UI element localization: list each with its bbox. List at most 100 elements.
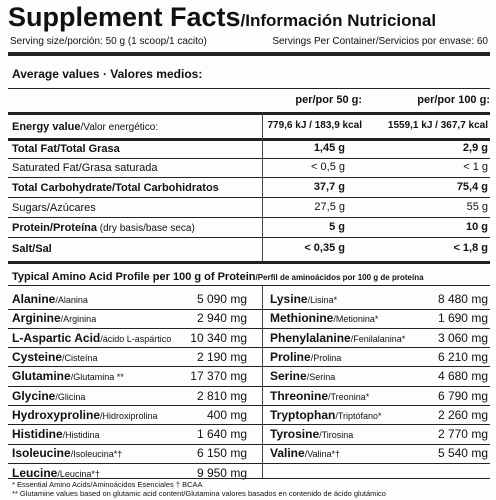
- amino-value: 2 190 mg: [196, 349, 247, 364]
- amino-name: Phenylalanine: [270, 330, 351, 345]
- rule: [8, 52, 490, 56]
- amino-name: Tyrosine: [270, 427, 320, 442]
- rule: [8, 405, 490, 406]
- amino-label: Threonine/Treonina*: [270, 388, 369, 404]
- nutrient-label: Total Carbohydrate/Total Carbohidratos: [12, 179, 219, 195]
- value-per-100g: 10 g: [465, 221, 488, 233]
- amino-local: /Valina*†: [304, 449, 341, 460]
- amino-name: Methionine: [270, 311, 334, 326]
- amino-local: /Isoleucina*†: [70, 449, 123, 460]
- amino-value: 3 060 mg: [437, 330, 488, 345]
- column-header: per/por 100 g:: [417, 94, 490, 106]
- nutrient-label: Total Fat/Total Grasa: [12, 140, 120, 156]
- serving-size: Serving size/porción: 50 g (1 scoop/1 ca…: [10, 36, 207, 47]
- amino-local: /Serina: [306, 372, 336, 383]
- amino-label: Cysteine/Cisteína: [12, 349, 98, 365]
- amino-name: Hydroxyproline: [12, 407, 101, 422]
- amino-local: /Lisina*: [307, 295, 338, 305]
- amino-value: 2 770 mg: [437, 427, 488, 442]
- amino-title: Typical Amino Acid Profile per 100 g of …: [12, 271, 256, 283]
- amino-value: 1 640 mg: [196, 427, 247, 442]
- value-per-serving: 5 g: [329, 221, 345, 233]
- amino-local: /Glicina: [55, 391, 86, 402]
- nutrient-name: Total Carbohydrate/Total Carbohidratos: [12, 182, 219, 194]
- value-per-100g: 2,9 g: [462, 142, 488, 154]
- amino-value: 1 690 mg: [437, 311, 488, 326]
- amino-name: Arginine: [12, 311, 61, 326]
- amino-value: 5 540 mg: [437, 446, 488, 461]
- amino-local: /Metionina*: [333, 314, 379, 325]
- nutrient-name: Total Fat/Total Grasa: [12, 143, 120, 155]
- rule: [8, 462, 490, 464]
- amino-local: /Alanina: [55, 295, 88, 305]
- amino-heading: Typical Amino Acid Profile per 100 g of …: [12, 268, 424, 284]
- amino-local: /Tirosina: [319, 430, 354, 441]
- rule: [8, 347, 490, 349]
- amino-label: Tyrosine/Tirosina: [270, 426, 353, 442]
- amino-label: Histidine/Histidina: [12, 426, 100, 442]
- amino-value: 17 370 mg: [190, 369, 247, 384]
- amino-name: Isoleucine: [12, 446, 71, 461]
- amino-local: /Hidroxiprolina: [100, 410, 158, 421]
- nutrient-name: Protein/Proteína: [12, 222, 97, 234]
- amino-name: Cysteine: [12, 349, 63, 364]
- amino-local: /Histidina: [62, 430, 100, 441]
- amino-value: 6 210 mg: [437, 349, 488, 364]
- amino-label: Arginine/Arginina: [12, 310, 96, 326]
- divider: [262, 286, 263, 478]
- rule: [8, 308, 490, 310]
- rule: [8, 197, 490, 198]
- nutrient-label: Protein/Proteína (dry basis/base seca): [12, 219, 195, 235]
- nutrient-name: Salt/Sal: [12, 243, 52, 255]
- value-per-serving: 37,7 g: [313, 181, 345, 193]
- nutrient-name: Saturated Fat/Grasa saturada: [12, 162, 158, 174]
- amino-subtitle: /Perfil de aminoácidos por 100 g de prot…: [255, 273, 424, 282]
- amino-value: 5 090 mg: [196, 292, 247, 306]
- rule: [8, 478, 490, 479]
- value-per-100g: < 1,8 g: [453, 242, 488, 254]
- value-per-serving: < 0,35 g: [304, 242, 345, 254]
- value-per-100g: 75,4 g: [456, 181, 488, 193]
- header-title: Supplement Facts/Información Nutricional: [8, 2, 436, 32]
- nutrient-label: Energy value/Valor energético:: [12, 118, 158, 134]
- amino-value: 6 150 mg: [196, 446, 247, 461]
- footnote: ** Glutamine values based on glutamic ac…: [12, 489, 386, 498]
- amino-value: 10 340 mg: [190, 330, 247, 345]
- amino-name: Glycine: [12, 388, 56, 403]
- amino-label: Glycine/Glicina: [12, 388, 85, 404]
- amino-value: 400 mg: [206, 407, 247, 422]
- amino-label: Isoleucine/Isoleucina*†: [12, 445, 122, 461]
- rule: [8, 88, 490, 89]
- amino-local: /Leucina*†: [57, 468, 100, 479]
- amino-label: Alanine/Alanina: [12, 291, 88, 307]
- amino-name: Alanine: [12, 292, 56, 306]
- amino-name: Serine: [270, 369, 307, 384]
- amino-value: 2 810 mg: [196, 388, 247, 403]
- amino-label: Tryptophan/Triptófano*: [270, 407, 382, 423]
- amino-value: 2 260 mg: [437, 407, 488, 422]
- rule: [8, 158, 490, 159]
- nutrient-note: /Valor energético:: [80, 122, 159, 133]
- rule: [8, 261, 490, 264]
- column-header: per/por 50 g:: [295, 94, 362, 106]
- amino-value: 2 940 mg: [196, 311, 247, 326]
- amino-local: /Glutamina **: [70, 372, 124, 383]
- amino-label: Valine/Valina*†: [270, 445, 340, 461]
- rule: [8, 443, 490, 445]
- amino-local: /Cisteína: [62, 352, 98, 363]
- amino-label: Proline/Prolina: [270, 349, 341, 365]
- amino-local: /Fenilalanina*: [350, 333, 406, 344]
- value-per-100g: < 1 g: [463, 161, 488, 173]
- rule: [8, 237, 490, 238]
- rule: [8, 366, 490, 368]
- amino-name: Proline: [270, 349, 311, 364]
- rule: [8, 177, 490, 178]
- amino-name: Threonine: [270, 388, 329, 403]
- amino-value: 6 790 mg: [437, 388, 488, 403]
- rule: [8, 217, 490, 218]
- amino-local: /Prolina: [310, 352, 342, 363]
- rule: [8, 285, 490, 286]
- nutrient-label: Saturated Fat/Grasa saturada: [12, 159, 158, 175]
- amino-label: Phenylalanine/Fenilalanina*: [270, 330, 405, 346]
